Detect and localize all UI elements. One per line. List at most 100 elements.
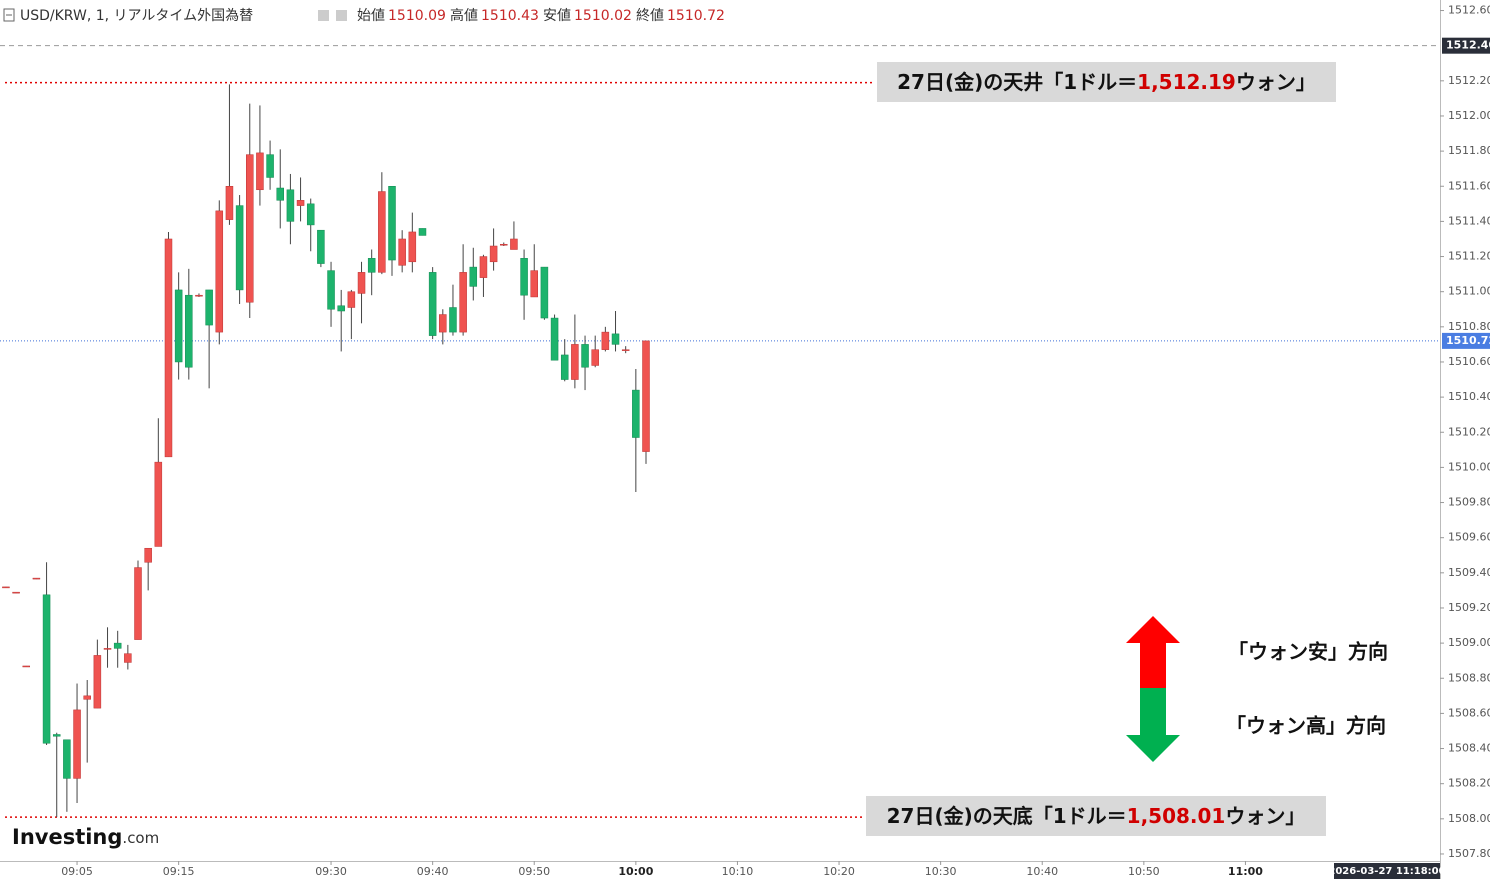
x-tick-label: 10:50 bbox=[1128, 865, 1160, 878]
eye-icon[interactable] bbox=[318, 10, 329, 21]
candle-body bbox=[164, 238, 173, 458]
candle-body bbox=[357, 272, 366, 294]
y-tick-label: 1510.80 bbox=[1448, 320, 1490, 333]
candle-body bbox=[398, 238, 406, 266]
x-tick-label: 10:20 bbox=[823, 865, 855, 878]
candle-body bbox=[93, 655, 102, 709]
y-tick-label: 1508.80 bbox=[1448, 671, 1490, 684]
logo-suffix: .com bbox=[122, 829, 159, 847]
ohlc-value: 1510.43 bbox=[481, 8, 539, 24]
direction-label: 「ウォン高」方向 bbox=[1226, 714, 1386, 738]
logo-brand: Investing bbox=[12, 825, 122, 849]
candle-body bbox=[459, 272, 467, 333]
x-tick-label: 09:50 bbox=[518, 865, 550, 878]
candle-body bbox=[418, 228, 427, 236]
y-tick-label: 1509.00 bbox=[1448, 636, 1490, 649]
x-tick-label: 10:00 bbox=[618, 865, 653, 878]
candle-body bbox=[571, 344, 579, 380]
x-tick-label: 11:00 bbox=[1228, 865, 1263, 878]
candle-body bbox=[317, 229, 325, 264]
candle-body bbox=[550, 317, 559, 361]
candle-body bbox=[449, 307, 457, 333]
settings-icon[interactable] bbox=[336, 10, 347, 21]
y-tick-label: 1508.20 bbox=[1448, 777, 1490, 790]
candle-body bbox=[520, 258, 528, 296]
candle-body bbox=[469, 266, 478, 287]
candle-body bbox=[439, 314, 447, 333]
candle-body bbox=[408, 231, 417, 263]
y-tick-label: 1508.40 bbox=[1448, 742, 1490, 755]
x-tick-label: 09:30 bbox=[315, 865, 347, 878]
candle-body bbox=[367, 258, 376, 273]
annotation-value: 1,512.19 bbox=[1137, 70, 1236, 94]
candle-body bbox=[591, 349, 599, 366]
candle-body bbox=[266, 154, 274, 178]
x-tick-label: 10:30 bbox=[925, 865, 957, 878]
up-arrow bbox=[1126, 616, 1180, 688]
y-tick-label: 1511.20 bbox=[1448, 250, 1490, 263]
candle-body bbox=[388, 186, 396, 261]
candle-body bbox=[642, 340, 650, 452]
direction-label: 「ウォン安」方向 bbox=[1228, 640, 1388, 664]
candle-body bbox=[256, 152, 264, 191]
candle-body bbox=[195, 294, 203, 297]
y-tick-label: 1510.60 bbox=[1448, 355, 1490, 368]
candle-body bbox=[327, 270, 335, 310]
candle-body bbox=[83, 695, 91, 700]
y-tick-label: 1511.00 bbox=[1448, 285, 1490, 298]
logo: Investing.com bbox=[12, 825, 159, 849]
candle-body bbox=[540, 266, 549, 319]
ohlc-label: 終値 bbox=[636, 8, 664, 24]
x-tick-label: 10:10 bbox=[722, 865, 754, 878]
candle-body bbox=[347, 291, 356, 308]
ohlc-value: 1510.09 bbox=[388, 8, 446, 24]
y-tick-label: 1511.40 bbox=[1448, 214, 1490, 227]
candle-body bbox=[42, 594, 51, 744]
candle-body bbox=[296, 200, 305, 206]
candle-body bbox=[235, 205, 244, 291]
y-tick-label: 1512.00 bbox=[1448, 109, 1490, 122]
candle-body bbox=[2, 586, 10, 589]
down-arrow bbox=[1126, 688, 1180, 762]
candle-body bbox=[185, 294, 193, 368]
y-tick-label: 1511.80 bbox=[1448, 144, 1490, 157]
ohlc-label: 安値 bbox=[543, 8, 571, 24]
symbol-title: USD/KRW, 1, リアルタイム外国為替 bbox=[20, 8, 253, 24]
ohlc-label: 高値 bbox=[450, 7, 478, 24]
candle-body bbox=[306, 203, 315, 226]
annotation-box bbox=[866, 796, 1326, 836]
x-tick-label: 09:15 bbox=[163, 865, 195, 878]
candle-body bbox=[22, 665, 30, 668]
candle-body bbox=[215, 210, 224, 333]
ohlc-label: 始値 bbox=[357, 8, 385, 24]
annotation-value: 1,508.01 bbox=[1127, 804, 1226, 828]
y-tick-label: 1510.00 bbox=[1448, 460, 1490, 473]
collapse-icon[interactable] bbox=[3, 8, 15, 22]
y-tick-label: 1510.40 bbox=[1448, 390, 1490, 403]
y-tick-label: 1508.60 bbox=[1448, 706, 1490, 719]
last-price-label: 1510.72 bbox=[1446, 334, 1490, 347]
annotation: 27日(金)の天井「1ドル＝1,512.19ウォン」 bbox=[897, 70, 1316, 94]
candle-body bbox=[632, 389, 640, 438]
candle-body bbox=[276, 187, 284, 201]
annotation-text: ウォン」 bbox=[1236, 70, 1316, 94]
crosshair-price-label: 1512.40 bbox=[1446, 39, 1490, 52]
candle-body bbox=[337, 305, 345, 312]
candle-body bbox=[560, 354, 569, 380]
ohlc-value: 1510.02 bbox=[574, 8, 632, 24]
candle-body bbox=[510, 238, 518, 250]
y-tick-label: 1509.60 bbox=[1448, 531, 1490, 544]
annotation-box bbox=[877, 62, 1336, 102]
y-tick-label: 1511.60 bbox=[1448, 179, 1490, 192]
candle-body bbox=[378, 191, 386, 273]
x-tick-label: 10:40 bbox=[1026, 865, 1058, 878]
candle-body bbox=[246, 154, 254, 303]
y-tick-label: 1509.80 bbox=[1448, 496, 1490, 509]
candle-body bbox=[32, 577, 41, 580]
candle-body bbox=[500, 243, 508, 246]
ohlc-value: 1510.72 bbox=[667, 8, 725, 24]
crosshair-time-box bbox=[1334, 863, 1440, 879]
candle-body bbox=[73, 709, 81, 779]
y-tick-label: 1512.20 bbox=[1448, 74, 1490, 87]
